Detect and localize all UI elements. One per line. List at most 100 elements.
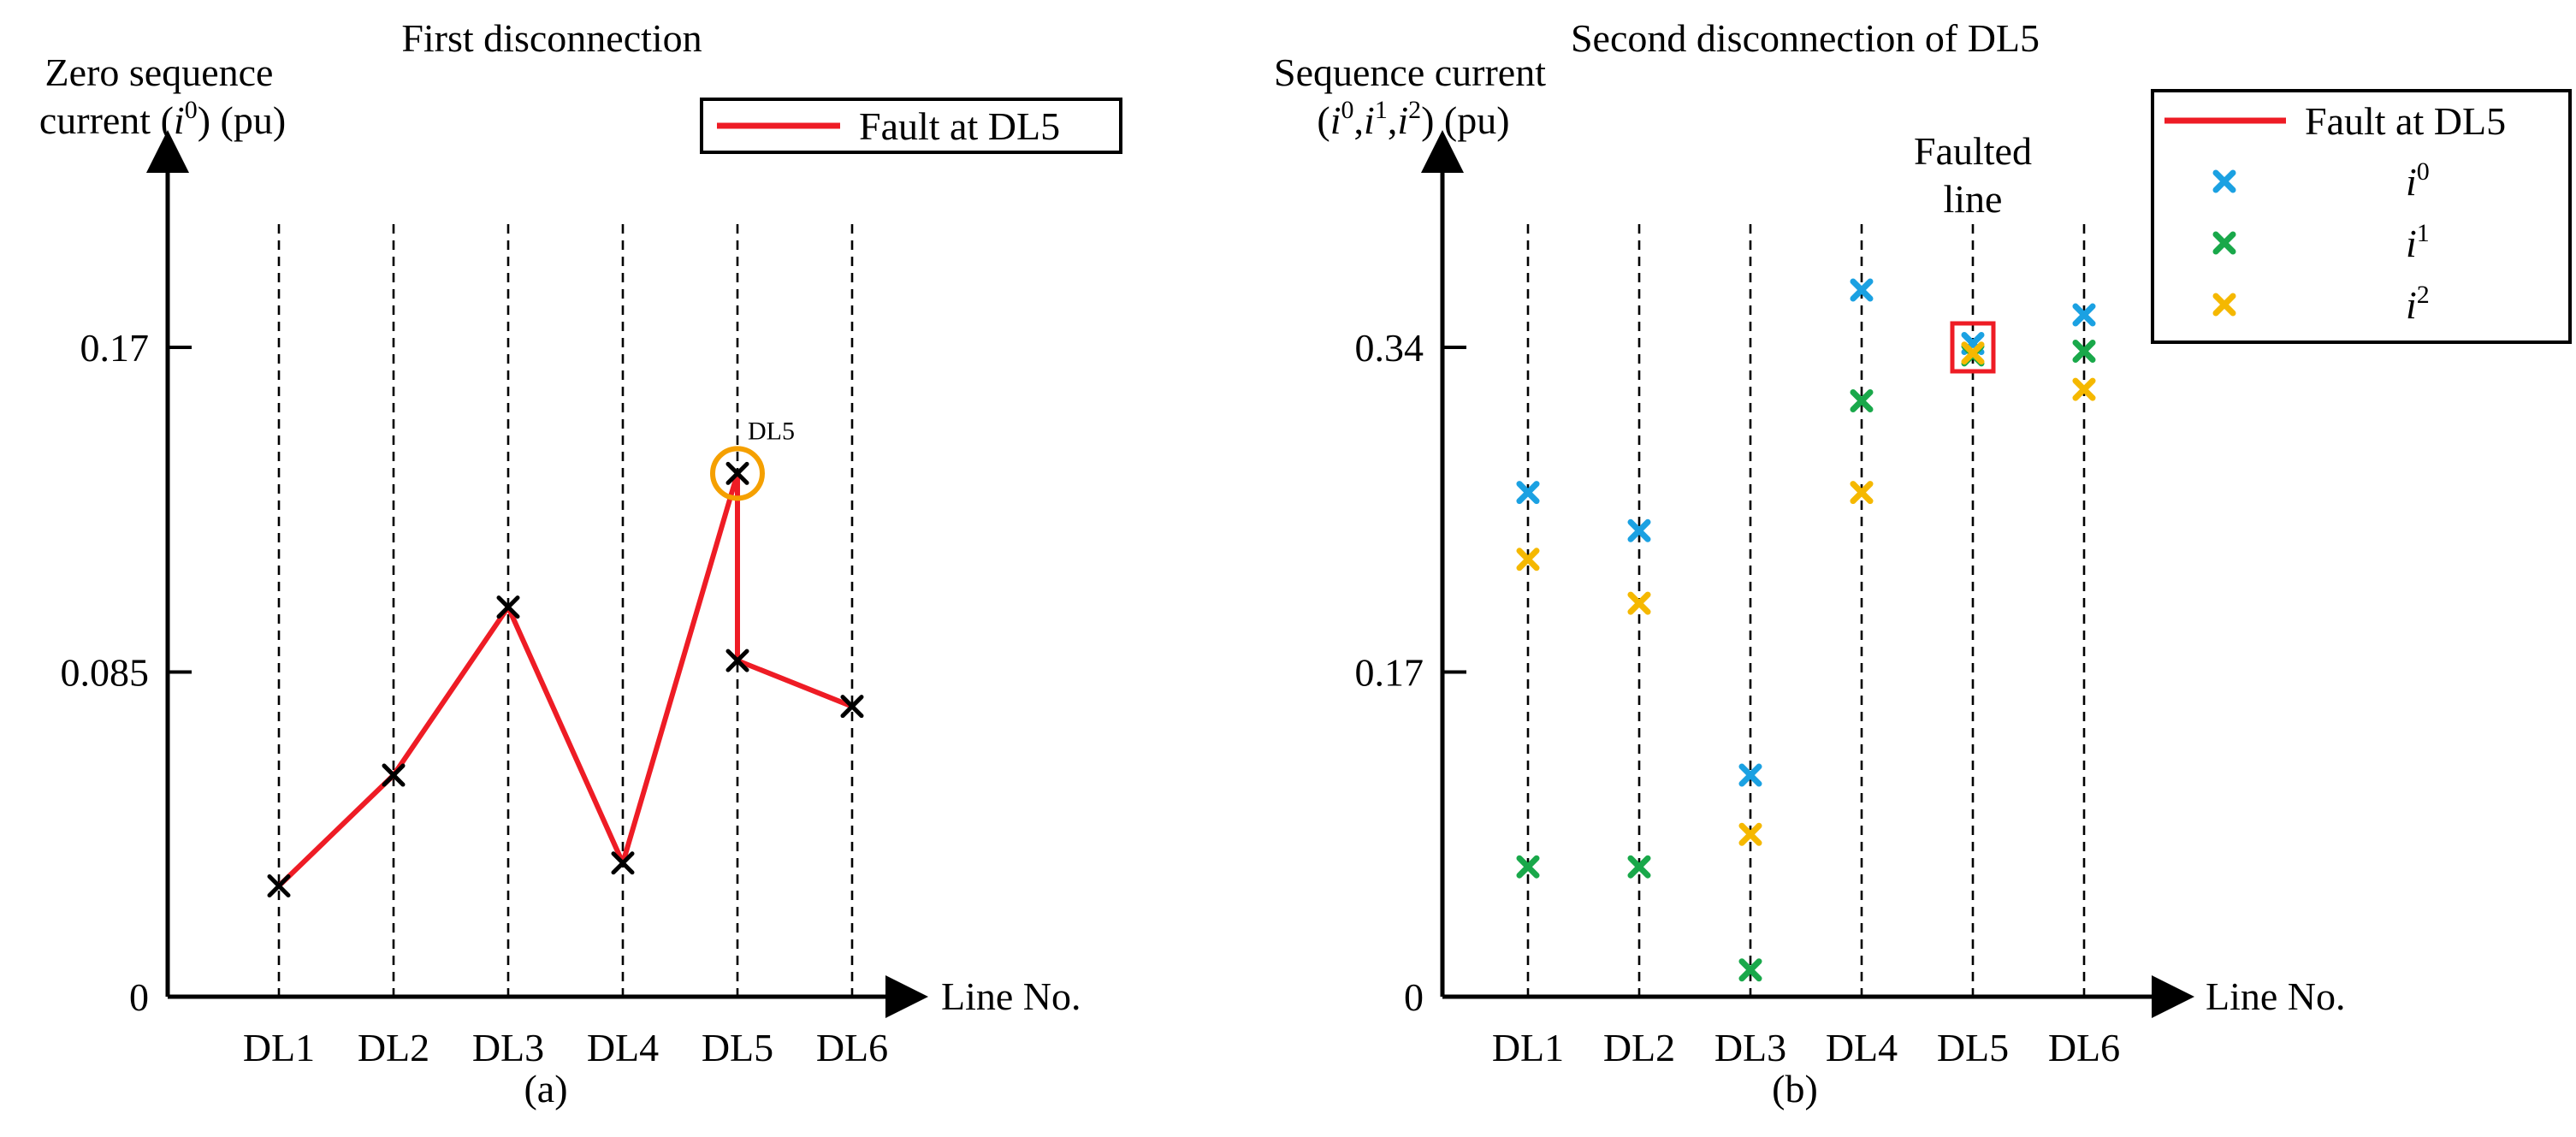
panel-a-marker-dl4-3 — [611, 851, 635, 875]
panel-b-ylabel-line1: Sequence current — [1274, 50, 1546, 94]
panel-b-category-labels: DL1 DL2 DL3 DL4 DL5 DL6 — [1492, 1026, 2120, 1069]
panel-b-marker-i1-dl3-stroke-2 — [1738, 958, 1762, 982]
panel-a-ytick-label: 0 — [129, 975, 149, 1019]
panel-a-ytick-label: 0.17 — [80, 326, 150, 370]
panel-b-xtick-dl4: DL4 — [1826, 1026, 1898, 1069]
panel-b-legend-marker-i1 — [2212, 231, 2236, 255]
panel-a-title: First disconnection — [401, 16, 702, 60]
panel-b-marker-i0-dl1 — [1516, 481, 1540, 505]
panel-b-marker-i2-dl4 — [1850, 481, 1874, 505]
panel-b-marker-i1-dl6 — [2072, 339, 2096, 363]
panel-b-dl5-highlight-box — [1950, 321, 1996, 374]
panel-b-legend-marker-i1-stroke-2 — [2212, 231, 2236, 255]
panel-a-dl5-annotation: DL5 — [748, 417, 795, 445]
panel-b-marker-i2-dl3 — [1738, 822, 1762, 846]
panel-b-faulted-label-line1: Faulted — [1914, 129, 2032, 173]
panel-b-ytick-label: 0 — [1404, 975, 1424, 1019]
panel-a-legend: Fault at DL5 — [700, 98, 1122, 154]
panel-b-legend-label-i2: i2 — [2406, 281, 2430, 327]
panel-b-marker-i0-dl3 — [1738, 763, 1762, 787]
panel-b-marker-i2-dl1 — [1516, 548, 1540, 571]
panel-b-legend-entries: i0 i1 i2 — [2212, 157, 2430, 327]
panel-a-marker-dl4-3-stroke-2 — [611, 851, 635, 875]
panel-b-marker-i1-dl1 — [1516, 855, 1540, 879]
panel-a-ylabel-line1: Zero sequence — [45, 50, 274, 94]
panel-a-ytick-label: 0.085 — [61, 651, 150, 695]
panel-b-caption: (b) — [1772, 1067, 1818, 1110]
panel-b-xtick-dl2: DL2 — [1603, 1026, 1675, 1069]
panel-b-legend-marker-i0-stroke-2 — [2212, 169, 2236, 193]
panel-a-marker-dl1-0-stroke-2 — [267, 874, 291, 898]
panel-b-markers — [1516, 278, 2096, 982]
panel-b-y-ticks: 0 0.17 0.34 — [1355, 326, 1466, 1019]
panel-a-marker-dl6-6-stroke-2 — [840, 695, 864, 719]
panel-b-marker-i1-dl2 — [1627, 855, 1651, 879]
panel-a-y-ticks: 0 0.085 0.17 — [61, 326, 192, 1019]
panel-b-marker-i0-dl4 — [1850, 278, 1874, 302]
panel-b-marker-i1-dl4-stroke-2 — [1850, 389, 1874, 413]
panel-a-dl5-highlight-circle — [710, 446, 765, 501]
panel-a-xtick-dl3: DL3 — [472, 1026, 544, 1069]
panel-b-ytick-label: 0.17 — [1355, 651, 1424, 695]
panel-b: Second disconnection of DL5 Sequence cur… — [1274, 16, 2572, 1110]
panel-b-marker-i1-dl1-stroke-2 — [1516, 855, 1540, 879]
panel-b-marker-i0-dl1-stroke-2 — [1516, 481, 1540, 505]
panel-a-markers — [267, 461, 864, 898]
panel-a-xtick-dl1: DL1 — [243, 1026, 315, 1069]
panel-b-marker-i2-dl5 — [1961, 341, 1985, 365]
panel-a-xtick-dl6: DL6 — [816, 1026, 888, 1069]
panel-a-legend-label: Fault at DL5 — [859, 104, 1060, 148]
panel-b-legend-label-i1: i1 — [2406, 219, 2430, 265]
panel-b-marker-i1-dl2-stroke-2 — [1627, 855, 1651, 879]
panel-b-marker-i1-dl4 — [1850, 389, 1874, 413]
panel-a-legend-box — [700, 98, 1122, 154]
panel-b-marker-i2-dl4-stroke-2 — [1850, 481, 1874, 505]
panel-b-marker-i2-dl2 — [1627, 591, 1651, 615]
panel-b-xlabel: Line No. — [2206, 974, 2346, 1018]
panel-b-marker-i0-dl6 — [2072, 303, 2096, 327]
panel-b-marker-i2-dl6-stroke-2 — [2072, 377, 2096, 401]
panel-a-category-guides — [277, 224, 854, 997]
panel-a-xlabel: Line No. — [941, 974, 1081, 1018]
panel-a-marker-dl5-5-stroke-2 — [725, 648, 749, 672]
panel-a-ylabel-line2: current (i0) (pu) — [39, 96, 286, 142]
panel-a-marker-dl5-4 — [725, 461, 749, 485]
panel-b-marker-i2-dl1-stroke-2 — [1516, 548, 1540, 571]
panel-a-marker-dl5-5 — [725, 648, 749, 672]
panel-b-legend-label-i0: i0 — [2406, 157, 2430, 204]
panel-a-marker-dl3-2-stroke-2 — [496, 595, 520, 619]
panel-b-ylabel-line2: (i0,i1,i2) (pu) — [1317, 96, 1509, 142]
panel-b-title: Second disconnection of DL5 — [1571, 16, 2040, 60]
panel-b-marker-i2-dl5-stroke-2 — [1961, 341, 1985, 365]
panel-b-category-guides — [1526, 224, 2086, 997]
panel-a-category-labels: DL1 DL2 DL3 DL4 DL5 DL6 — [243, 1026, 888, 1069]
panel-a-marker-dl2-1 — [382, 763, 406, 787]
panel-b-marker-i1-dl3 — [1738, 958, 1762, 982]
panel-a-caption: (a) — [524, 1067, 567, 1110]
panel-a-series-line — [276, 471, 854, 888]
panel-b-legend-marker-i0 — [2212, 169, 2236, 193]
panel-b-marker-i0-dl2 — [1627, 518, 1651, 542]
panel-b-marker-i0-dl3-stroke-2 — [1738, 763, 1762, 787]
panel-b-xtick-dl6: DL6 — [2048, 1026, 2120, 1069]
panel-b-marker-i2-dl2-stroke-2 — [1627, 591, 1651, 615]
panel-b-marker-i0-dl6-stroke-2 — [2072, 303, 2096, 327]
panel-b-marker-i0-dl2-stroke-2 — [1627, 518, 1651, 542]
panel-a-xtick-dl4: DL4 — [587, 1026, 659, 1069]
panel-b-ytick-label: 0.34 — [1355, 326, 1424, 370]
panel-a-marker-dl5-4-stroke-2 — [725, 461, 749, 485]
panel-a-marker-dl6-6 — [840, 695, 864, 719]
panel-b-xtick-dl3: DL3 — [1714, 1026, 1786, 1069]
panel-b-legend-marker-i2-stroke-2 — [2212, 293, 2236, 317]
panel-a-marker-dl3-2 — [496, 595, 520, 619]
panel-a: First disconnection Zero sequence curren… — [39, 16, 1122, 1110]
panel-b-marker-i0-dl4-stroke-2 — [1850, 278, 1874, 302]
panel-b-marker-i1-dl6-stroke-2 — [2072, 339, 2096, 363]
panel-a-marker-dl2-1-stroke-2 — [382, 763, 406, 787]
panel-b-xtick-dl1: DL1 — [1492, 1026, 1564, 1069]
panel-a-xtick-dl2: DL2 — [358, 1026, 429, 1069]
panel-a-xtick-dl5: DL5 — [702, 1026, 773, 1069]
panel-b-legend: Fault at DL5 i0 i1 i2 — [2151, 89, 2572, 344]
panel-a-marker-dl1-0 — [267, 874, 291, 898]
